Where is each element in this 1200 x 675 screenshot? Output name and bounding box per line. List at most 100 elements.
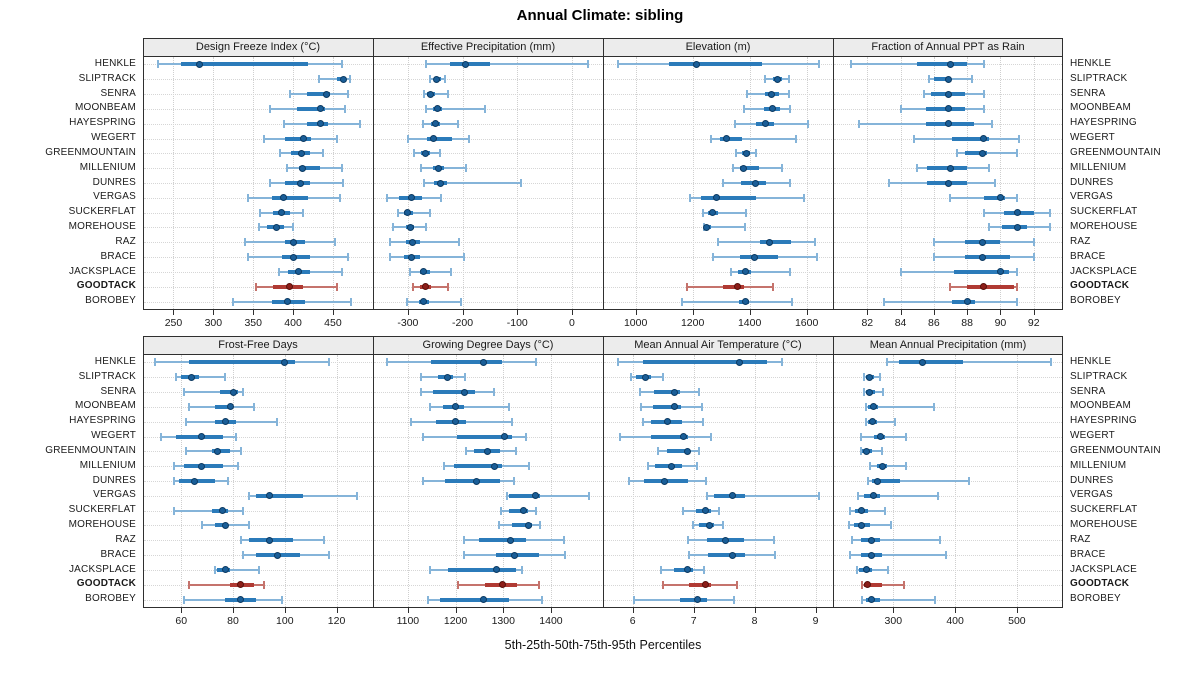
median-dot: [868, 551, 876, 559]
median-dot: [945, 179, 953, 187]
whisker-cap-5th: [185, 417, 188, 426]
median-dot: [426, 90, 434, 98]
axis-tick: [900, 310, 902, 315]
row-gridline: [834, 569, 1062, 571]
whisker-cap-95th: [514, 447, 517, 456]
whisker-cap-95th: [971, 75, 974, 84]
station-label: SUCKERFLAT: [68, 504, 136, 516]
median-dot: [198, 433, 206, 441]
whisker-cap-95th: [772, 282, 775, 291]
station-label: GREENMOUNTAIN: [1070, 146, 1161, 158]
median-dot: [443, 373, 451, 381]
whisker-cap-95th: [339, 193, 342, 202]
axis-tick-label: 1400: [539, 615, 563, 627]
station-label: HENKLE: [94, 58, 136, 69]
whisker-cap-95th: [528, 462, 531, 471]
whisker-cap-5th: [406, 134, 409, 143]
axis-tick: [407, 608, 409, 613]
whisker-cap-5th: [734, 149, 737, 158]
axis-tick-label: 1100: [396, 615, 420, 627]
row-gridline: [834, 584, 1062, 586]
whisker-cap-95th: [780, 164, 783, 173]
whisker-cap-95th: [1016, 149, 1019, 158]
whisker-cap-5th: [860, 595, 863, 604]
whisker-cap-5th: [182, 595, 185, 604]
axis-tick-label: 92: [1027, 317, 1040, 329]
iqr-bar-25th-75th: [180, 62, 309, 67]
whisker-5th-95th: [858, 494, 938, 497]
axis-tick-label: 86: [928, 317, 940, 329]
panel-divider: [833, 39, 834, 309]
whisker-cap-5th: [443, 462, 446, 471]
median-dot: [421, 149, 429, 157]
row-gridline: [834, 466, 1062, 468]
station-label: BRACE: [1070, 548, 1106, 560]
axis-tick: [293, 310, 295, 315]
whisker-cap-5th: [849, 506, 852, 515]
whisker-cap-95th: [356, 491, 359, 500]
axis-tick: [213, 310, 215, 315]
whisker-5th-95th: [703, 211, 746, 214]
whisker-cap-95th: [788, 90, 791, 99]
whisker-cap-5th: [733, 119, 736, 128]
whisker-cap-95th: [807, 119, 810, 128]
station-label: HAYESPRING: [69, 415, 136, 427]
whisker-cap-95th: [982, 60, 985, 69]
iqr-bar-25th-75th: [863, 582, 883, 587]
whisker-cap-5th: [617, 60, 620, 69]
whisker-5th-95th: [410, 270, 452, 273]
median-dot: [863, 447, 871, 455]
median-dot: [918, 358, 926, 366]
whisker-cap-5th: [422, 477, 425, 485]
median-dot: [762, 120, 770, 128]
whisker-cap-5th: [859, 447, 862, 456]
row-gridline: [834, 599, 1062, 601]
median-dot: [501, 433, 509, 441]
row-gridline: [144, 271, 372, 273]
iqr-bar-25th-75th: [917, 62, 968, 67]
median-dot: [289, 238, 297, 246]
whisker-cap-95th: [787, 75, 790, 84]
whisker-cap-95th: [704, 477, 707, 485]
whisker-cap-95th: [507, 402, 510, 411]
median-dot: [532, 492, 540, 500]
axis-tick: [407, 310, 409, 315]
station-label: JACKSPLACE: [68, 265, 136, 277]
whisker-cap-95th: [662, 373, 665, 382]
whisker-cap-95th: [938, 536, 941, 545]
row-gridline: [144, 153, 372, 155]
row-gridline: [834, 555, 1062, 557]
row-gridline: [374, 257, 602, 259]
station-label: MILLENIUM: [1070, 459, 1127, 471]
median-dot: [195, 60, 203, 68]
station-label: SENRA: [100, 87, 136, 99]
station-label: BRACE: [100, 250, 136, 262]
panel-effective-precipitation: [374, 57, 602, 309]
whisker-cap-95th: [934, 595, 937, 604]
row-gridline: [144, 138, 372, 140]
whisker-5th-95th: [866, 405, 935, 408]
whisker-cap-95th: [428, 208, 431, 217]
axis-tick: [455, 608, 457, 613]
whisker-cap-95th: [754, 149, 757, 158]
whisker-cap-95th: [709, 432, 712, 441]
whisker-cap-5th: [686, 536, 689, 545]
whisker-cap-5th: [465, 447, 468, 456]
station-label: HENKLE: [94, 356, 136, 367]
row-gridline: [834, 406, 1062, 408]
row-gridline: [144, 377, 372, 379]
whisker-cap-95th: [945, 551, 948, 560]
whisker-cap-95th: [696, 462, 699, 471]
station-label: JACKSPLACE: [1070, 563, 1138, 575]
iqr-bar-25th-75th: [512, 523, 533, 528]
whisker-cap-5th: [409, 267, 412, 276]
median-dot: [864, 581, 872, 589]
station-label: HENKLE: [1070, 58, 1112, 69]
station-label: GREENMOUNTAIN: [1070, 444, 1161, 456]
row-gridline: [374, 153, 602, 155]
median-dot: [740, 164, 748, 172]
station-label: MOONBEAM: [1070, 400, 1132, 412]
whisker-cap-95th: [794, 134, 797, 143]
station-label: DUNRES: [1070, 176, 1114, 188]
whisker-cap-5th: [412, 149, 415, 158]
